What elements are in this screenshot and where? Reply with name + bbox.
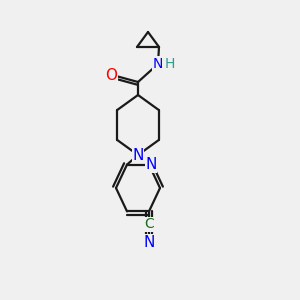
Text: O: O — [105, 68, 117, 83]
Text: H: H — [165, 57, 175, 71]
Text: C: C — [144, 218, 154, 231]
Text: N: N — [143, 235, 155, 250]
Text: N: N — [153, 57, 163, 71]
Text: N: N — [132, 148, 144, 163]
Text: N: N — [145, 157, 157, 172]
